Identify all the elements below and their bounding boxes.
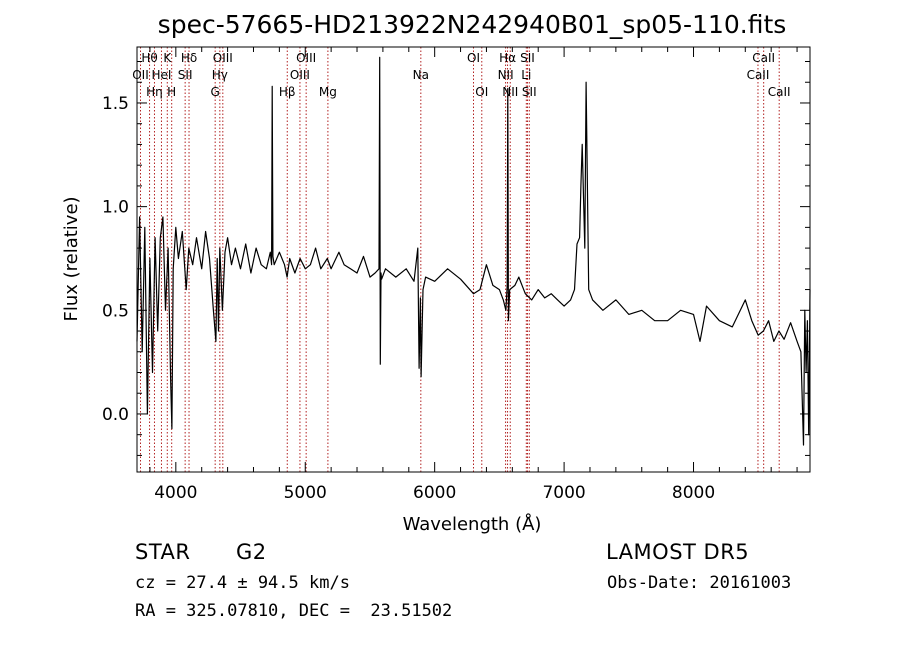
redshift-velocity: cz = 27.4 ± 94.5 km/s — [135, 573, 350, 593]
chart-title: spec-57665-HD213922N242940B01_sp05-110.f… — [158, 10, 787, 39]
spectral-line-labels: OII Hθ Hη HeI K H Hδ SII OIII Hγ G Hβ OIII OIII Mg Na OI… — [132, 51, 790, 99]
spectral-line-label: SII — [522, 85, 537, 99]
spectrum-line — [136, 56, 811, 446]
spectral-line-label: Hδ — [181, 51, 197, 65]
y-tick-label: 0.5 — [102, 301, 129, 321]
survey-name: LAMOST DR5 — [606, 540, 750, 564]
spectral-line-markers — [139, 47, 780, 472]
spectral-line-label: Li — [521, 68, 531, 82]
y-tick-label: 1.5 — [102, 94, 129, 114]
spectral-line-label: HeI — [151, 68, 171, 82]
y-axis-label: Flux (relative) — [61, 196, 82, 321]
spectral-line-label: K — [163, 51, 172, 65]
spectral-line-label: Na — [413, 68, 429, 82]
spectral-line-label: OII — [132, 68, 149, 82]
ra-dec: RA = 325.07810, DEC = 23.51502 — [135, 601, 453, 621]
y-tick-label: 0.0 — [102, 405, 129, 425]
x-axis-label: Wavelength (Å) — [403, 513, 542, 535]
spectral-line-label: NII — [502, 85, 518, 99]
spectral-line-label: Hθ — [141, 51, 157, 65]
y-axis-ticks: 0.0 0.5 1.0 1.5 — [102, 61, 810, 456]
spectral-line-label: Hα — [499, 51, 516, 65]
spectral-line-label: OI — [467, 51, 480, 65]
spectral-line-label: Hη — [146, 85, 163, 99]
spectral-line-label: CaII — [747, 68, 770, 82]
x-tick-label: 8000 — [672, 483, 715, 503]
observation-date: Obs-Date: 20161003 — [607, 573, 792, 593]
spectral-line-label: G — [211, 85, 220, 99]
plot-frame — [136, 46, 811, 473]
spectral-line-label: OIII — [296, 51, 316, 65]
spectral-line-label: OIII — [290, 68, 310, 82]
x-tick-label: 5000 — [284, 483, 327, 503]
spectrum-series — [136, 56, 811, 446]
spectral-line-label: SII — [520, 51, 535, 65]
spectral-line-label: OIII — [213, 51, 233, 65]
spectral-line-label: H — [167, 85, 176, 99]
x-tick-label: 7000 — [542, 483, 585, 503]
spectral-line-label: OI — [475, 85, 488, 99]
spectral-line-label: CaII — [752, 51, 775, 65]
x-tick-label: 4000 — [154, 483, 197, 503]
y-tick-label: 1.0 — [102, 198, 129, 218]
spectral-line-label: Mg — [319, 85, 337, 99]
object-class: STAR — [135, 540, 191, 564]
spectral-line-label: Hβ — [279, 85, 296, 99]
object-subclass: G2 — [236, 540, 267, 564]
x-axis-ticks: 4000 5000 6000 7000 8000 — [149, 47, 798, 503]
spectral-line-label: CaII — [768, 85, 791, 99]
spectral-line-label: NII — [498, 68, 514, 82]
x-tick-label: 6000 — [413, 483, 456, 503]
spectral-line-label: Hγ — [212, 68, 228, 82]
spectral-line-label: SII — [178, 68, 193, 82]
